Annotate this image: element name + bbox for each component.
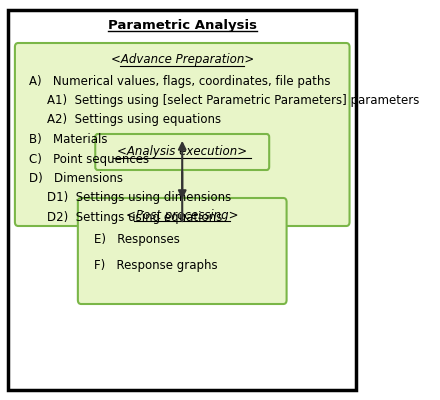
Text: <Advance Preparation>: <Advance Preparation>: [110, 54, 254, 66]
Text: A)   Numerical values, flags, coordinates, file paths: A) Numerical values, flags, coordinates,…: [29, 74, 330, 88]
FancyBboxPatch shape: [15, 43, 349, 226]
FancyBboxPatch shape: [78, 198, 286, 304]
Text: D)   Dimensions: D) Dimensions: [29, 172, 123, 185]
Text: <Analysis execution>: <Analysis execution>: [117, 146, 247, 158]
Text: <Post processing>: <Post processing>: [126, 208, 238, 222]
Text: Parametric Analysis: Parametric Analysis: [108, 18, 257, 32]
Text: D1)  Settings using dimensions: D1) Settings using dimensions: [47, 192, 231, 204]
Text: A2)  Settings using equations: A2) Settings using equations: [47, 114, 221, 126]
Text: E)   Responses: E) Responses: [94, 234, 180, 246]
Text: A1)  Settings using [select Parametric Parameters] parameters: A1) Settings using [select Parametric Pa…: [47, 94, 420, 107]
FancyBboxPatch shape: [8, 10, 356, 390]
Text: C)   Point sequences: C) Point sequences: [29, 152, 149, 166]
Text: B)   Materials: B) Materials: [29, 133, 107, 146]
FancyBboxPatch shape: [95, 134, 269, 170]
Text: F)   Response graphs: F) Response graphs: [94, 260, 217, 272]
Text: D2)  Settings using equations: D2) Settings using equations: [47, 211, 223, 224]
